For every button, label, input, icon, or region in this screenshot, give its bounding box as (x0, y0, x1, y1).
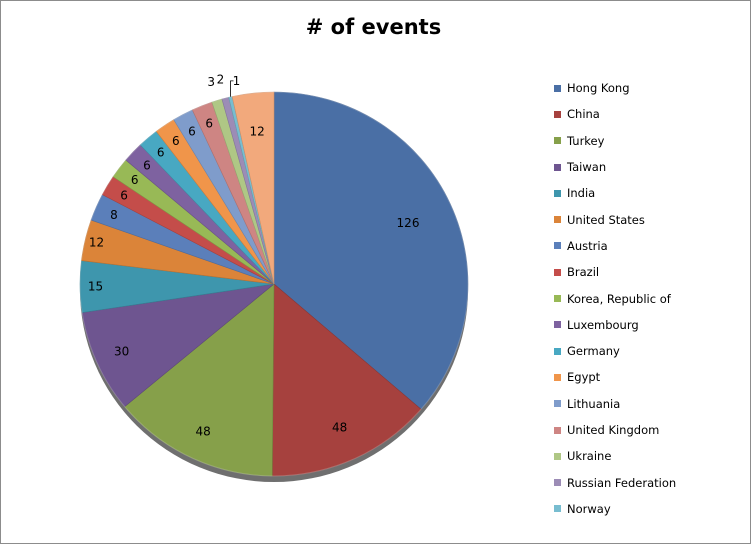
pie-value-label: 1 (233, 74, 241, 88)
legend-label: Egypt (567, 370, 601, 385)
pie-value-label: 3 (207, 75, 215, 89)
legend-item: Russian Federation (554, 469, 744, 495)
legend-item: Turkey (554, 128, 744, 154)
legend-swatch (554, 373, 561, 381)
legend-swatch (554, 347, 561, 355)
legend-label: Lithuania (567, 396, 621, 411)
legend-label: India (567, 186, 596, 201)
pie-slice (273, 91, 469, 410)
legend-swatch (554, 242, 561, 250)
legend-item: Egypt (554, 364, 744, 390)
legend-item: United Kingdom (554, 417, 744, 443)
legend-label: Taiwan (567, 160, 607, 175)
pie-value-label: 6 (172, 134, 180, 148)
legend-swatch (554, 505, 561, 513)
legend-item: Luxembourg (554, 312, 744, 338)
legend-swatch (554, 189, 561, 197)
pie-value-label: 126 (397, 216, 420, 230)
pie-value-label: 12 (250, 124, 265, 138)
legend-item: Korea, Republic of (554, 285, 744, 311)
legend-item: Taiwan (554, 154, 744, 180)
legend-label: Russian Federation (567, 475, 677, 490)
legend-item: Lithuania (554, 391, 744, 417)
legend-label: Austria (567, 238, 608, 253)
legend-label: China (567, 107, 600, 122)
leader-line (230, 80, 234, 97)
legend-label: Norway (567, 501, 611, 516)
legend-swatch (554, 163, 561, 171)
pie-value-label: 2 (217, 73, 225, 87)
legend-item: Ukraine (554, 443, 744, 469)
pie-value-label: 30 (114, 345, 129, 359)
pie-value-label: 8 (110, 208, 118, 222)
legend-item: Brazil (554, 259, 744, 285)
pie-slice (124, 283, 275, 477)
pie-value-label: 48 (196, 424, 211, 438)
legend-item: China (554, 101, 744, 127)
legend-label: Turkey (567, 133, 605, 148)
legend-label: Luxembourg (567, 317, 639, 332)
legend-swatch (554, 110, 561, 118)
legend-swatch (554, 400, 561, 408)
pie-value-label: 6 (143, 159, 151, 173)
pie-value-label: 15 (88, 279, 103, 293)
pie-slice (271, 283, 422, 477)
legend-label: Ukraine (567, 449, 612, 464)
chart-title: # of events (305, 15, 442, 39)
legend-swatch (554, 268, 561, 276)
legend-swatch (554, 426, 561, 434)
pie-value-label: 6 (131, 173, 139, 187)
legend-item: India (554, 180, 744, 206)
legend-swatch (554, 479, 561, 487)
legend-item: Hong Kong (554, 75, 744, 101)
legend-swatch (554, 216, 561, 224)
pie-slice (231, 91, 275, 285)
pie-value-label: 6 (157, 146, 165, 160)
pie-value-label: 12 (89, 236, 104, 250)
legend-label: Germany (567, 344, 620, 359)
pie-rim (79, 91, 469, 477)
legend: Hong Kong China Turkey Taiwan India United St… (554, 75, 744, 522)
legend-swatch (554, 321, 561, 329)
legend-item: Norway (554, 496, 744, 522)
legend-swatch (554, 137, 561, 145)
legend-label: Brazil (567, 265, 600, 280)
chart-frame: # of events 126 48 48 30 15 12 8 6 6 6 6 6 6 6 3 2 1 12 H… (0, 0, 751, 544)
legend-label: United Kingdom (567, 423, 660, 437)
pie-value-label: 6 (205, 117, 213, 131)
legend-label: Hong Kong (567, 81, 630, 96)
legend-swatch (554, 84, 561, 92)
pie-value-label: 6 (188, 124, 196, 138)
legend-label: Korea, Republic of (567, 291, 671, 306)
pie-value-label: 6 (120, 188, 128, 202)
legend-item: Germany (554, 338, 744, 364)
legend-swatch (554, 452, 561, 460)
pie-slice (81, 283, 276, 408)
legend-swatch (554, 295, 561, 303)
pie-value-label: 48 (332, 420, 347, 434)
legend-item: Austria (554, 233, 744, 259)
legend-label: United States (567, 212, 645, 227)
legend-item: United States (554, 206, 744, 232)
